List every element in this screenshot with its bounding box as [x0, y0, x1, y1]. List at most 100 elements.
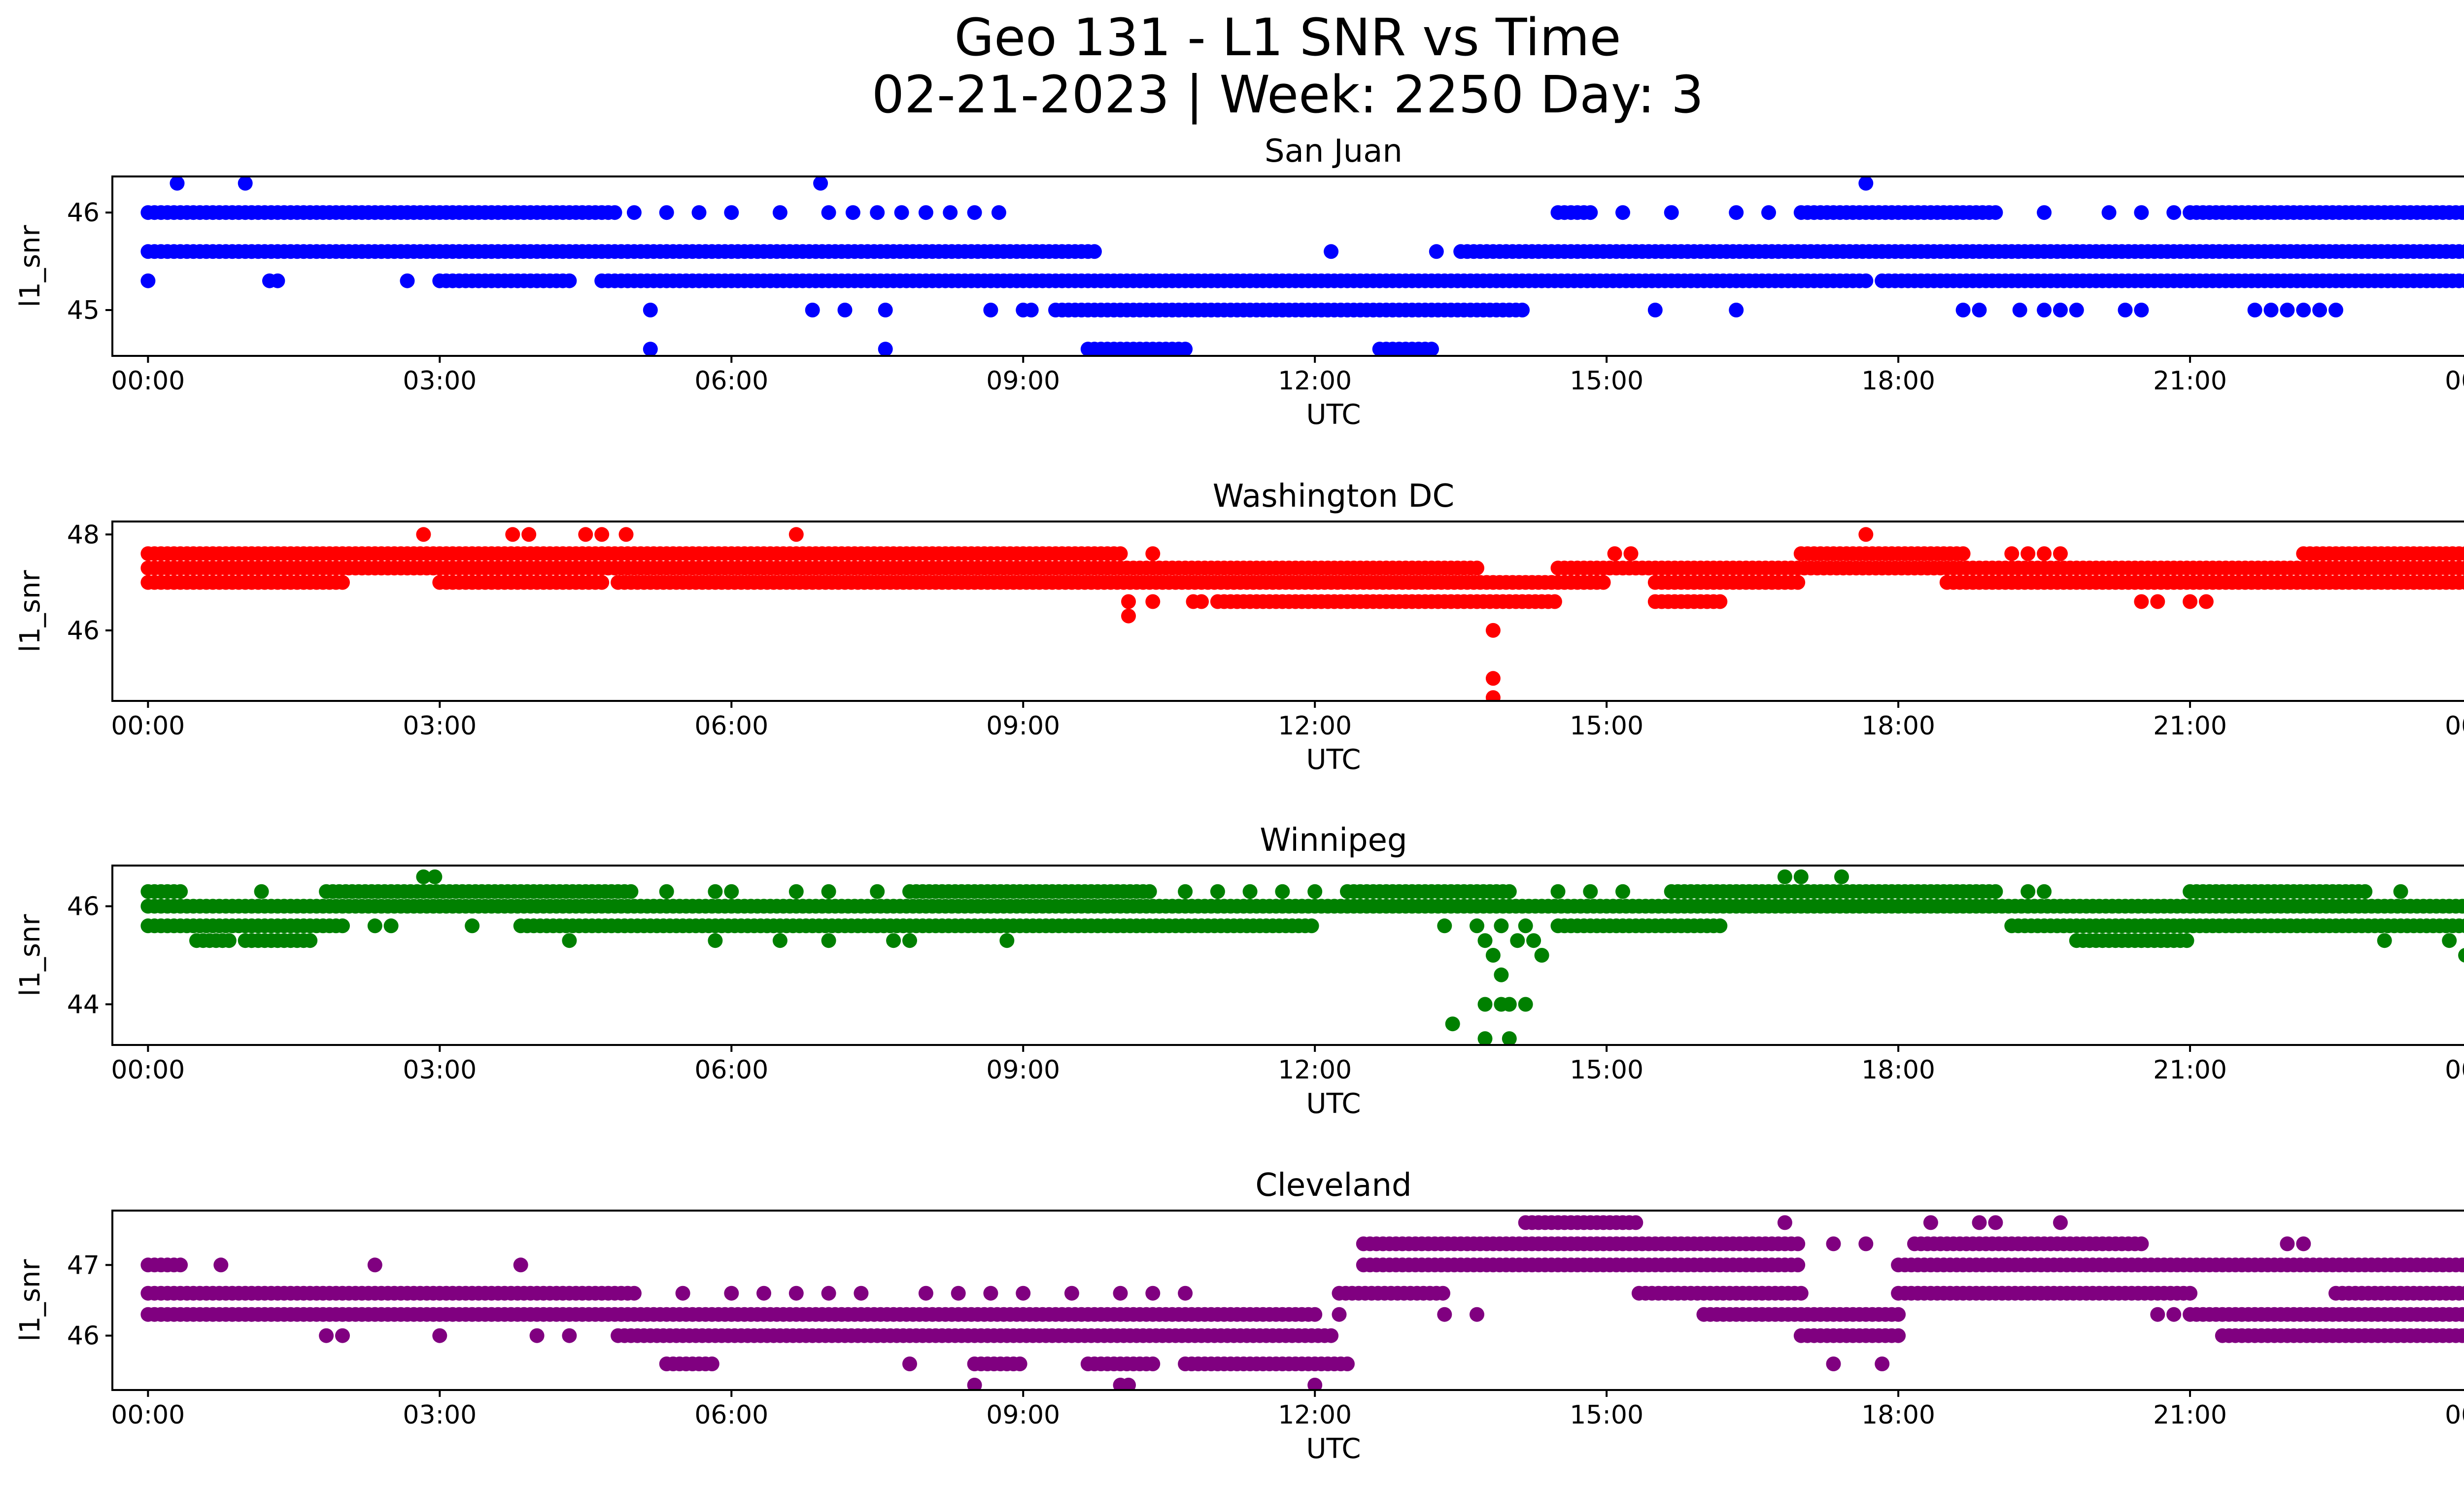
data-point — [821, 884, 836, 899]
data-point — [2183, 1286, 2198, 1301]
x-tick-label: 00:00 — [2445, 1400, 2464, 1430]
data-point — [918, 1286, 933, 1301]
data-point — [2101, 205, 2117, 220]
data-point — [2461, 207, 2464, 218]
x-tick-label: 21:00 — [2153, 1055, 2227, 1085]
data-point — [1777, 869, 1792, 884]
data-point — [1485, 948, 1501, 963]
data-point — [1485, 671, 1501, 686]
data-point — [383, 918, 399, 934]
data-point — [1858, 1236, 1874, 1252]
data-point — [1502, 1031, 1517, 1045]
data-point — [2134, 205, 2149, 220]
x-tick-label: 00:00 — [111, 1055, 185, 1085]
data-point — [1988, 1215, 2003, 1230]
data-point — [2012, 303, 2027, 317]
data-point — [1793, 1286, 1809, 1301]
panel-san-juan: San Juan 00:00 03:00 06:00 09:00 12:00 15:00 18… — [14, 133, 2464, 431]
data-point — [1064, 1286, 1079, 1301]
data-point — [1790, 1257, 1806, 1273]
data-point — [270, 273, 285, 288]
data-point — [1712, 594, 1728, 609]
data-point — [675, 1286, 690, 1301]
data-point — [1502, 997, 1517, 1012]
data-point — [2198, 594, 2214, 609]
panel-title: Winnipeg — [1260, 822, 1407, 859]
data-point — [416, 869, 431, 884]
data-point — [837, 303, 853, 317]
x-tick-label: 12:00 — [1278, 366, 1352, 396]
data-point — [2461, 1259, 2464, 1271]
data-point — [1955, 546, 1971, 561]
data-point — [2150, 1307, 2165, 1322]
data-point — [2179, 933, 2194, 948]
data-point — [1615, 205, 1630, 220]
x-tick-label: 06:00 — [694, 711, 768, 741]
data-point — [886, 933, 901, 948]
x-tick-label: 03:00 — [403, 1400, 477, 1430]
data-point — [400, 273, 415, 288]
data-point — [2037, 303, 2052, 317]
x-tick-label: 18:00 — [1861, 1055, 1935, 1085]
data-point — [335, 575, 350, 590]
data-point — [2458, 274, 2464, 288]
panel-title: San Juan — [1265, 133, 1403, 170]
data-point — [1972, 1215, 1987, 1230]
data-point — [2166, 1307, 2182, 1322]
data-point — [991, 205, 1006, 220]
data-point — [2296, 303, 2311, 317]
data-points — [140, 176, 2464, 356]
data-point — [805, 303, 820, 317]
data-point — [943, 205, 958, 220]
data-point — [2358, 884, 2373, 899]
x-tick-label: 06:00 — [694, 1400, 768, 1430]
axes-frame — [111, 521, 2464, 702]
data-point — [894, 205, 909, 220]
data-point — [335, 918, 350, 934]
data-point — [2458, 948, 2464, 963]
data-point — [1113, 546, 1128, 561]
data-point — [140, 273, 156, 288]
data-point — [1596, 575, 1611, 590]
data-point — [562, 1328, 577, 1343]
data-point — [1761, 205, 1776, 220]
data-point — [821, 933, 836, 948]
data-point — [2053, 1215, 2068, 1230]
data-point — [2458, 244, 2464, 259]
data-point — [607, 205, 622, 220]
axes-frame — [111, 175, 2464, 357]
data-point — [238, 176, 253, 191]
data-point — [1729, 205, 1744, 220]
data-point — [1429, 244, 1444, 259]
y-tick-label: 45 — [67, 296, 100, 325]
data-point — [2247, 303, 2262, 317]
x-axis-label: UTC — [1306, 1088, 1361, 1120]
data-point — [772, 933, 787, 948]
y-axis-label: l1_snr — [14, 1259, 46, 1342]
data-point — [1583, 205, 1598, 220]
data-point — [1304, 918, 1319, 934]
y-tick-label: 44 — [67, 990, 100, 1019]
x-tick-label: 15:00 — [1570, 711, 1643, 741]
data-point — [213, 1257, 229, 1273]
data-point — [1526, 933, 1541, 948]
data-point — [1712, 918, 1728, 934]
data-point — [983, 303, 998, 317]
data-point — [2458, 575, 2464, 590]
data-point — [902, 1356, 917, 1371]
data-point — [1826, 1236, 1841, 1252]
data-point — [1121, 594, 1136, 609]
x-tick-label: 09:00 — [986, 711, 1060, 741]
data-point — [1485, 690, 1501, 701]
panels: San Juan 00:00 03:00 06:00 09:00 12:00 15:00 18… — [14, 133, 2464, 1465]
data-point — [1955, 303, 1971, 317]
data-point — [2134, 303, 2149, 317]
data-point — [2134, 1236, 2149, 1252]
data-point — [562, 933, 577, 948]
data-point — [2166, 205, 2182, 220]
data-point — [2053, 546, 2068, 561]
data-point — [1178, 342, 1193, 356]
data-point — [2458, 546, 2464, 561]
x-axis-label: UTC — [1306, 399, 1361, 431]
x-tick-label: 03:00 — [403, 1055, 477, 1085]
